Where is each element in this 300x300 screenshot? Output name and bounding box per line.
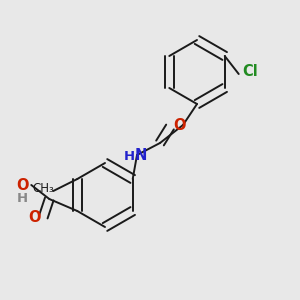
Text: H: H bbox=[123, 149, 135, 163]
Text: CH₃: CH₃ bbox=[32, 182, 54, 194]
Text: Cl: Cl bbox=[242, 64, 258, 80]
Text: O: O bbox=[16, 178, 28, 193]
Text: H: H bbox=[17, 191, 28, 205]
Text: N: N bbox=[135, 148, 147, 164]
Text: O: O bbox=[28, 209, 40, 224]
Text: O: O bbox=[173, 118, 185, 134]
